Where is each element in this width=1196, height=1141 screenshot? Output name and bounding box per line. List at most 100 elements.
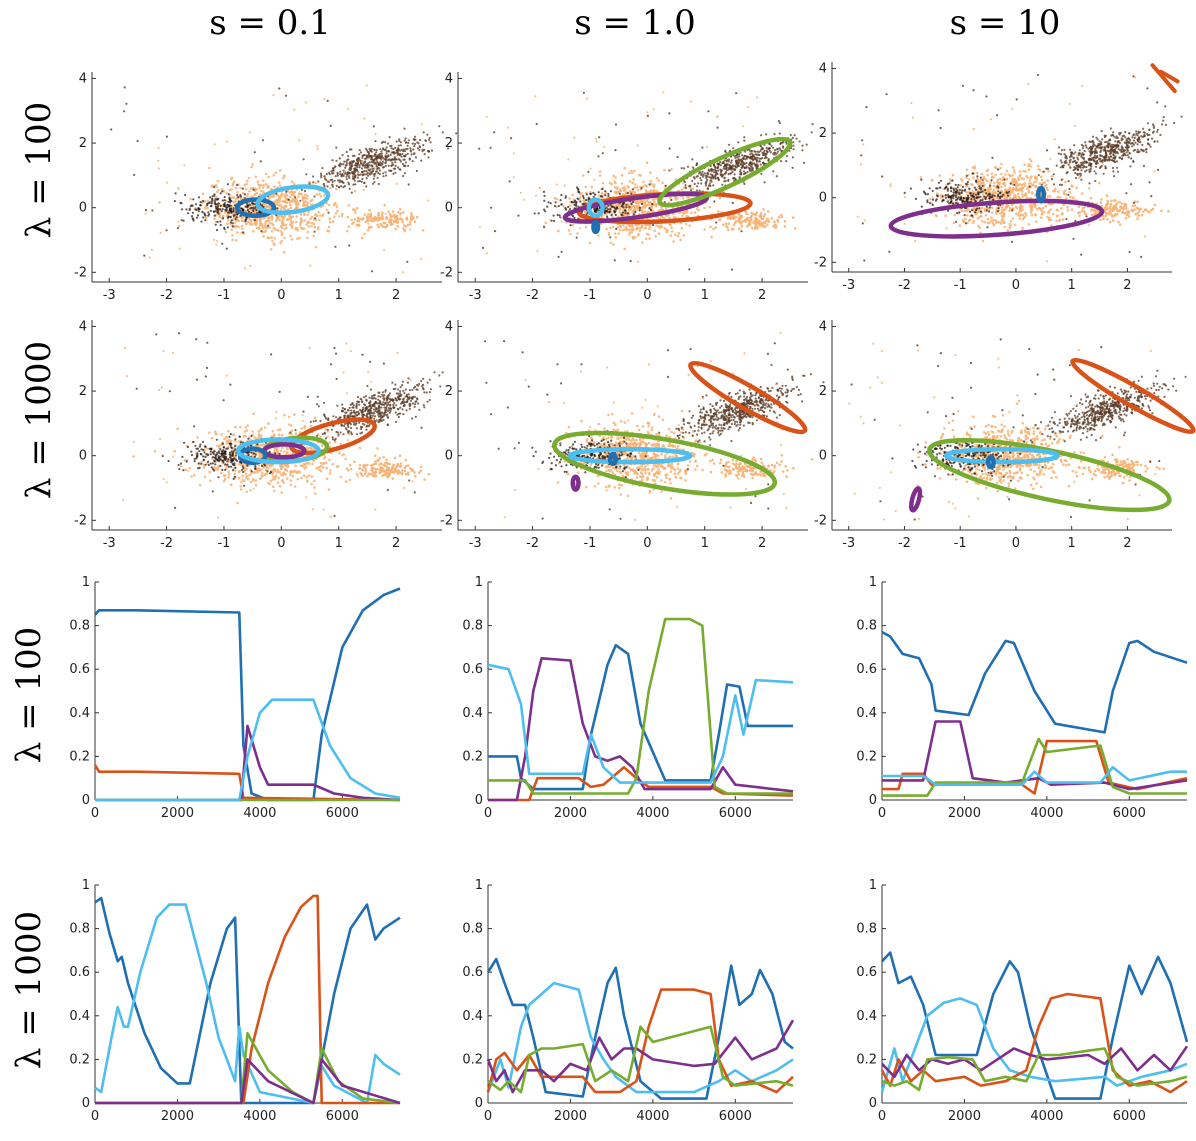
scatter-r1-c2-ellipse-green <box>657 136 793 208</box>
scatter-r2-c2-xtick-label: -3 <box>469 536 482 551</box>
scatter-r1-c1-xtick-label: 1 <box>335 288 343 303</box>
line-r4-c1-xtick-label: 4000 <box>243 1109 276 1124</box>
line-r4-c2-series-purple <box>486 1019 795 1094</box>
scatter-r1-c3-ellipse-purple <box>888 198 1105 239</box>
scatter-r1-c1: -3 -2 -1 0 1 2 -2 0 2 4 <box>74 71 458 303</box>
line-r4-c3-ytick-label: 0 <box>869 1096 877 1111</box>
line-r3-c3-ytick-label: 1 <box>869 575 877 590</box>
scatter-r2-c2-ellipse-purple <box>570 474 581 492</box>
line-r4-c1-xtick-label: 2000 <box>161 1109 194 1124</box>
scatter-r2-c1-ellipse-orange <box>289 417 377 456</box>
line-r3-c3-xtick-label: 4000 <box>1030 806 1063 821</box>
scatter-r1-c2-xtick-label: -1 <box>583 288 596 303</box>
line-r4-c1-ytick-label: 1 <box>82 878 90 893</box>
line-r3-c3-series-blue <box>881 630 1188 734</box>
line-r3-c2-ytick-label: 0.8 <box>462 619 483 634</box>
scatter-r2-c3-ytick-label: 0 <box>819 449 827 464</box>
line-r3-c3-series-green <box>882 737 1187 797</box>
line-r3-c3-ytick-label: 0.4 <box>856 706 877 721</box>
line-r4-c2-ytick-label: 0.8 <box>462 922 483 937</box>
line-r4-c3-series-blue <box>881 951 1189 1100</box>
scatter-r2-c2-xtick-label: -2 <box>526 536 539 551</box>
scatter-r1-c1-ytick-label: 4 <box>79 71 87 86</box>
scatter-r2-c3-xtick-label: -3 <box>842 536 855 551</box>
scatter-r2-c1: -3 -2 -1 0 1 2 -2 0 2 4 <box>74 319 444 551</box>
scatter-r1-c2-ellipse-cyan <box>586 197 605 219</box>
scatter-r2-c1-xtick-label: 0 <box>277 536 285 551</box>
scatter-r2-c2-ellipse-green <box>552 430 778 497</box>
line-r3-c1-xtick-label: 0 <box>91 806 99 821</box>
line-r3-c1-ytick-label: 0 <box>82 793 90 808</box>
scatter-r1-c1-ytick-label: 2 <box>79 136 87 151</box>
line-r3-c1-series-cyan <box>95 698 401 802</box>
scatter-r1-c2-ytick-label: 4 <box>445 71 453 86</box>
scatter-r1-c3-xtick-label: 2 <box>1123 278 1131 293</box>
line-r4-c1-ytick-label: 0.2 <box>69 1052 90 1067</box>
line-r3-c3-xtick-label: 2000 <box>948 806 981 821</box>
line-r3-c1-ytick-label: 0.6 <box>69 662 90 677</box>
line-r3-c2-ytick-label: 1 <box>475 575 483 590</box>
scatter-r2-c3-xtick-label: -1 <box>954 536 967 551</box>
line-r4-c2-series-orange <box>486 988 794 1094</box>
scatter-r1-c2: -3 -2 -1 0 1 2 -2 0 2 4 <box>440 71 814 303</box>
line-r4-c3-series-purple <box>881 1045 1189 1079</box>
line-r3-c2: 0 2000 4000 6000 0 0.2 0.4 0.6 0.8 1 <box>462 575 794 821</box>
scatter-r2-c3: -3 -2 -1 0 1 2 -2 0 2 4 <box>814 319 1196 551</box>
scatter-r2-c3-ellipse-cyan <box>944 446 1060 465</box>
line-r4-c2-ytick-label: 0 <box>475 1096 483 1111</box>
scatter-r1-c2-ytick-label: 2 <box>445 136 453 151</box>
line-r3-c2-series-green <box>488 617 793 795</box>
scatter-r2-c2-point-cloud <box>484 331 825 522</box>
line-r3-c3-ytick-label: 0.6 <box>856 662 877 677</box>
line-r4-c2-series-blue <box>486 957 794 1100</box>
row-label-4: λ = 1000 <box>9 911 49 1069</box>
line-r4-c1-series-blue <box>94 896 401 1105</box>
line-r4-c2-xtick-label: 0 <box>484 1109 492 1124</box>
scatter-r1-c2-xtick-label: 1 <box>701 288 709 303</box>
line-r4-c1-ytick-label: 0 <box>82 1096 90 1111</box>
scatter-r2-c1-point-cloud <box>122 332 444 519</box>
scatter-r2-c2-ytick-label: 2 <box>445 384 453 399</box>
line-r3-c1-xtick-label: 2000 <box>161 806 194 821</box>
scatter-r1-c1-ellipse-cyan <box>255 184 331 215</box>
row-label-2: λ = 1000 <box>19 341 59 499</box>
scatter-r1-c1-xtick-label: 2 <box>392 288 400 303</box>
line-r3-c2-ytick-label: 0.4 <box>462 706 483 721</box>
scatter-r2-c2-xtick-label: -1 <box>583 536 596 551</box>
line-r4-c1-ytick-label: 0.6 <box>69 965 90 980</box>
line-r3-c1-xtick-label: 6000 <box>326 806 359 821</box>
line-r3-c3-ytick-label: 0 <box>869 793 877 808</box>
line-r3-c2-ytick-label: 0.2 <box>462 749 483 764</box>
line-r3-c1-ytick-label: 0.2 <box>69 749 90 764</box>
line-r4-c3: 0 2000 4000 6000 0 0.2 0.4 0.6 0.8 1 <box>856 878 1189 1124</box>
line-r4-c1-series-orange <box>95 894 400 1105</box>
scatter-r2-c3-ellipse-green <box>927 438 1172 513</box>
scatter-r1-c3-segment-orange <box>1158 69 1180 84</box>
scatter-r2-c2-xtick-label: 2 <box>758 536 766 551</box>
scatter-r1-c1-xtick-label: -2 <box>160 288 173 303</box>
scatter-r1-c3-xtick-label: -1 <box>954 278 967 293</box>
scatter-r2-c3-xtick-label: 2 <box>1123 536 1131 551</box>
line-r4-c3-ytick-label: 1 <box>869 878 877 893</box>
scatter-r1-c3: -3 -2 -1 0 1 2 -2 0 2 4 <box>814 61 1183 293</box>
scatter-r2-c2-ellipse-orange <box>688 360 808 435</box>
scatter-r2-c2-ellipse-blue <box>607 451 619 467</box>
line-r4-c3-xtick-label: 0 <box>878 1109 886 1124</box>
scatter-r2-c2-ytick-label: -2 <box>440 513 453 528</box>
column-title-s-0.1: s = 0.1 <box>209 3 331 43</box>
line-r3-c2-xtick-label: 4000 <box>636 806 669 821</box>
line-r3-c1-xtick-label: 4000 <box>243 806 276 821</box>
scatter-r2-c3-xtick-label: 1 <box>1068 536 1076 551</box>
scatter-r1-c2-xtick-label: -3 <box>469 288 482 303</box>
line-r4-c3-series-green <box>881 1047 1188 1092</box>
row-label-3: λ = 100 <box>9 627 49 764</box>
scatter-r2-c1-ellipse-cyan <box>236 437 321 465</box>
scatter-r1-c2-xtick-label: 2 <box>758 288 766 303</box>
scatter-r2-c3-ellipse-orange <box>1070 357 1196 435</box>
scatter-r2-c1-ytick-label: 4 <box>79 319 87 334</box>
line-r3-c1-ytick-label: 0.8 <box>69 619 90 634</box>
line-r3-c3: 0 2000 4000 6000 0 0.2 0.4 0.6 0.8 1 <box>856 575 1188 821</box>
line-r3-c1-series-blue <box>94 587 401 802</box>
line-r4-c2-xtick-label: 6000 <box>719 1109 752 1124</box>
scatter-r1-c3-ytick-label: 4 <box>819 61 827 76</box>
